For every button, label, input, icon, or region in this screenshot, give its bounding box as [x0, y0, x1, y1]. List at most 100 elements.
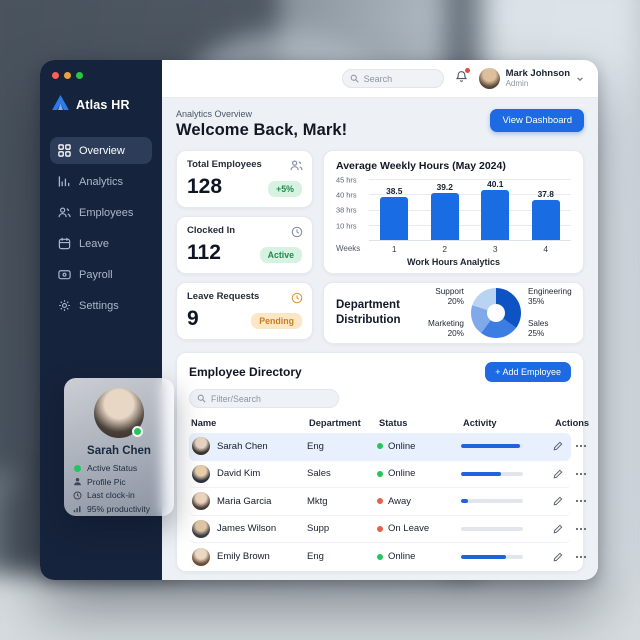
- stat-card-total-employees: Total Employees 128 +5%: [176, 150, 313, 208]
- edit-button[interactable]: [553, 552, 563, 562]
- notifications-button[interactable]: [455, 67, 470, 88]
- zoom-window-button[interactable]: [76, 72, 83, 79]
- more-options-button[interactable]: [575, 472, 587, 476]
- more-options-button[interactable]: [575, 555, 587, 559]
- user-name: Mark Johnson: [505, 67, 570, 79]
- gear-icon: [59, 300, 70, 311]
- edit-button[interactable]: [553, 524, 563, 534]
- weekly-hours-chart-card: Average Weekly Hours (May 2024) 45 hrs 4…: [323, 150, 584, 274]
- sidebar-nav: Overview Analytics Employees Leave Payro…: [50, 137, 152, 319]
- sidebar-item-overview[interactable]: Overview: [50, 137, 152, 164]
- edit-button[interactable]: [553, 469, 563, 479]
- sidebar-item-analytics[interactable]: Analytics: [50, 168, 152, 195]
- avatar: [192, 464, 210, 483]
- status-badge: +5%: [268, 181, 302, 197]
- bar-week-2: [430, 193, 459, 240]
- status-dot: [377, 553, 383, 560]
- edit-button[interactable]: [553, 441, 563, 451]
- stats-column: Total Employees 128 +5% Clocked In: [176, 150, 313, 344]
- sidebar-item-employees[interactable]: Employees: [50, 199, 152, 226]
- minimize-window-button[interactable]: [64, 72, 71, 79]
- search-icon: [197, 394, 206, 403]
- add-employee-button[interactable]: + Add Employee: [485, 362, 571, 382]
- clock-icon: [73, 490, 82, 500]
- bar-week-3: [481, 190, 510, 240]
- pencil-icon: [553, 469, 563, 479]
- activity-bar: [461, 526, 523, 531]
- chevron-down-icon: [577, 76, 583, 81]
- more-options-button[interactable]: [575, 527, 587, 531]
- bar-week-4: [531, 200, 560, 240]
- table-row[interactable]: Sarah Chen Eng Online: [189, 433, 587, 461]
- bar-value-label: 37.8: [537, 189, 554, 200]
- top-bar: Mark Johnson Admin: [162, 60, 598, 98]
- pencil-icon: [553, 524, 563, 534]
- close-window-button[interactable]: [52, 72, 59, 79]
- main-area: Mark Johnson Admin Analytics Overview We…: [162, 60, 598, 580]
- search-box[interactable]: [341, 69, 444, 88]
- table-row[interactable]: David Kim Sales Online: [189, 461, 587, 488]
- brand-name: Atlas HR: [76, 98, 130, 112]
- profile-name: Sarah Chen: [87, 445, 151, 457]
- sidebar-item-label: Leave: [79, 237, 109, 250]
- page-content: Analytics Overview Welcome Back, Mark! V…: [162, 98, 598, 580]
- status-dot: [377, 525, 383, 532]
- grid-icon: [58, 144, 71, 157]
- user-menu[interactable]: Mark Johnson Admin: [478, 67, 584, 89]
- table-row[interactable]: Maria Garcia Mktg Away: [189, 488, 587, 516]
- page-title: Welcome Back, Mark!: [176, 121, 348, 139]
- status-dot-icon: [73, 464, 82, 472]
- bar-chart-icon: [58, 176, 70, 187]
- search-input[interactable]: [363, 73, 434, 84]
- sidebar-item-leave[interactable]: Leave: [50, 230, 152, 257]
- avatar: [192, 547, 210, 566]
- avatar: [192, 492, 210, 511]
- status-badge: Pending: [251, 313, 302, 329]
- status-dot: [377, 443, 383, 450]
- activity-bar: [461, 444, 523, 449]
- sidebar-item-settings[interactable]: Settings: [50, 292, 152, 319]
- clock-icon: [291, 225, 303, 243]
- sidebar-item-label: Overview: [79, 144, 125, 157]
- user-role: Admin: [505, 79, 529, 89]
- donut-labels-left: Support 20% Marketing 20%: [428, 287, 464, 339]
- more-options-button[interactable]: [575, 444, 587, 448]
- search-icon: [350, 74, 359, 83]
- department-distribution-card: Department Distribution Support 20% Marke…: [323, 282, 584, 344]
- table-row[interactable]: Emily Brown Eng Online: [189, 543, 587, 571]
- profile-preview-card: Sarah Chen Active Status Profile Pic Las…: [64, 378, 174, 516]
- charts-column: Average Weekly Hours (May 2024) 45 hrs 4…: [323, 150, 584, 344]
- status-badge: Active: [259, 247, 302, 263]
- view-dashboard-button[interactable]: View Dashboard: [490, 109, 584, 132]
- filter-input[interactable]: [211, 393, 321, 404]
- edit-button[interactable]: [553, 496, 563, 506]
- avatar: [94, 388, 144, 438]
- status-dot: [377, 470, 383, 477]
- sidebar-item-payroll[interactable]: Payroll: [50, 261, 152, 288]
- table-row[interactable]: James Wilson Supp On Leave: [189, 516, 587, 543]
- x-axis-labels: Weeks 1 2 3 4: [336, 244, 549, 254]
- avatar: [478, 68, 500, 89]
- notification-badge: [464, 67, 470, 73]
- bar-value-label: 40.1: [487, 179, 504, 189]
- donut-chart: [470, 288, 521, 338]
- stat-value: 9: [187, 307, 199, 330]
- people-icon: [290, 159, 303, 177]
- more-options-icon: [575, 555, 587, 558]
- y-axis-labels: 45 hrs 40 hrs 38 hrs 10 hrs: [336, 175, 357, 231]
- activity-bar: [461, 471, 523, 476]
- filter-box[interactable]: [189, 389, 339, 408]
- stat-label: Clocked In: [187, 225, 236, 236]
- more-options-button[interactable]: [575, 499, 587, 503]
- person-icon: [73, 477, 82, 486]
- x-axis-title: Work Hours Analytics: [406, 257, 501, 267]
- bar-chart-plot: 38.5 39.2 40.1 37.8: [369, 179, 571, 241]
- online-status-dot: [132, 426, 143, 437]
- donut-labels-right: Engineering 35% Sales 25%: [527, 287, 572, 339]
- sidebar-item-label: Employees: [79, 206, 134, 219]
- bar-week-1: [380, 196, 409, 240]
- sidebar-item-label: Analytics: [79, 175, 124, 188]
- atlas-logo-icon: [52, 95, 69, 115]
- sidebar-item-label: Settings: [79, 299, 119, 312]
- stat-label: Leave Requests: [187, 291, 260, 302]
